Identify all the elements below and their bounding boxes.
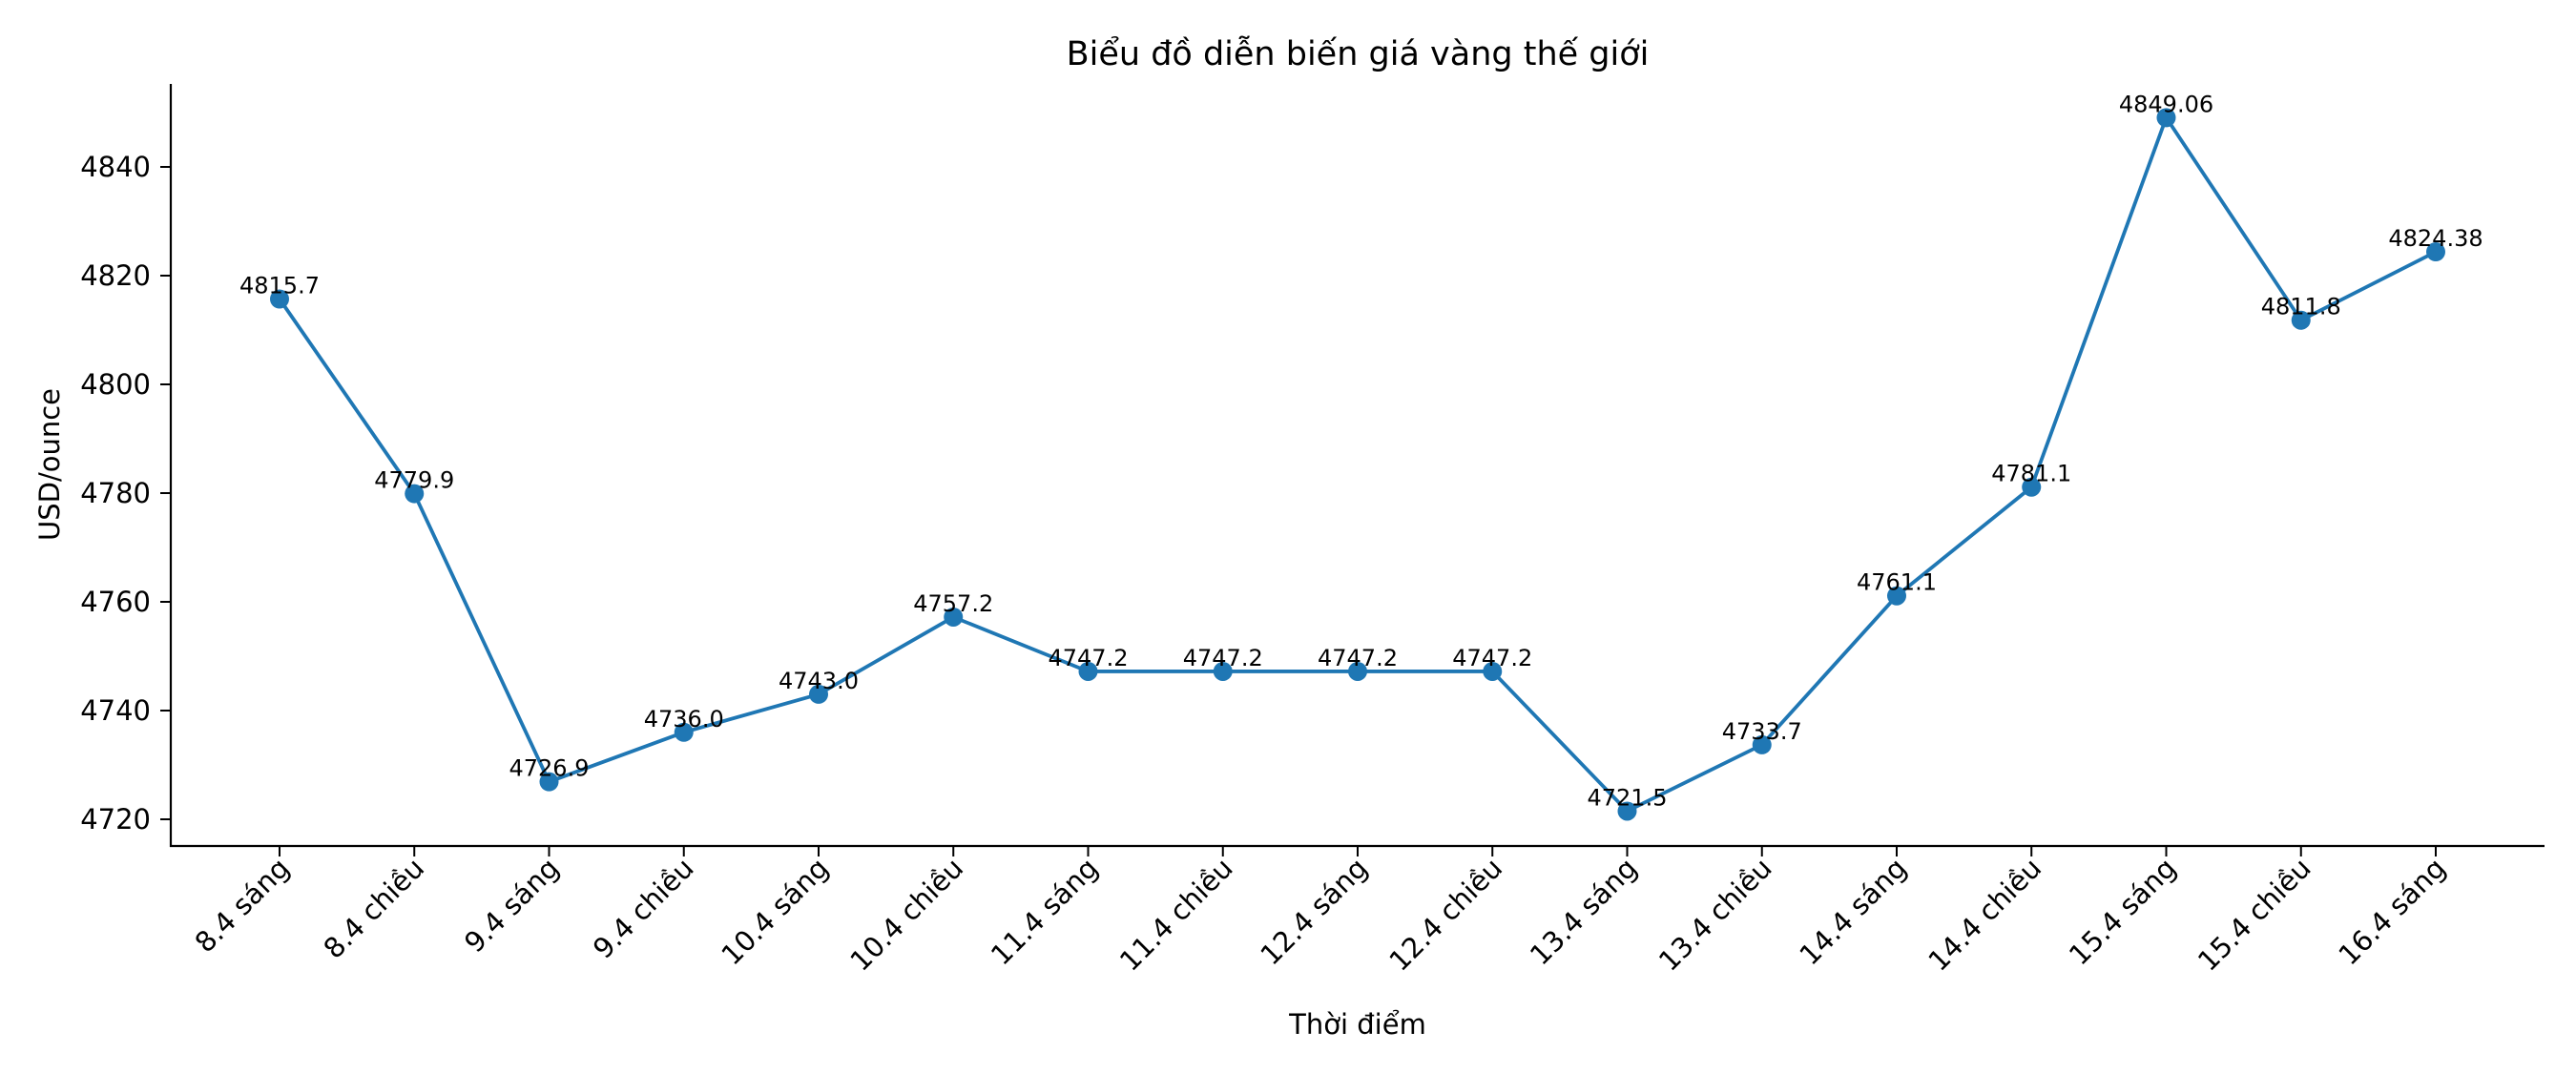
data-point-label: 4747.2 — [1452, 645, 1532, 671]
x-tick-label: 13.4 sáng — [1524, 852, 1643, 971]
data-point-label: 4743.0 — [779, 668, 859, 694]
x-tick-label: 15.4 chiều — [2192, 852, 2317, 978]
x-tick-label: 15.4 sáng — [2063, 852, 2182, 971]
x-tick-label: 11.4 chiều — [1113, 852, 1239, 978]
data-point-marker — [1348, 661, 1367, 681]
x-tick-label: 10.4 sáng — [715, 852, 834, 971]
x-tick-label: 16.4 sáng — [2332, 852, 2451, 971]
data-point-label: 4815.7 — [239, 273, 320, 299]
x-tick-label: 12.4 chiều — [1382, 852, 1508, 978]
data-point-marker — [944, 607, 964, 627]
data-point-marker — [1617, 801, 1637, 821]
y-ticks: 4720 4740 4760 4780 4800 4820 4840 — [80, 151, 171, 836]
data-point-marker — [405, 484, 425, 504]
x-tick-label: 8.4 chiều — [317, 852, 430, 965]
x-tick-label: 11.4 sáng — [985, 852, 1104, 971]
data-labels: 4815.7 4779.9 4726.9 4736.0 4743.0 4757.2 4747… — [239, 91, 2483, 811]
chart-title: Biểu đồ diễn biến giá vàng thế giới — [1067, 34, 1650, 73]
data-series — [270, 108, 2445, 821]
data-point-label: 4811.8 — [2261, 294, 2341, 320]
x-tick-label: 9.4 sáng — [458, 852, 565, 959]
data-point-marker — [539, 772, 559, 792]
x-tick-label: 14.4 chiều — [1922, 852, 2047, 978]
data-point-marker — [1887, 586, 1906, 606]
data-point-marker — [1078, 661, 1098, 681]
series-line — [278, 115, 2437, 814]
y-tick-label: 4820 — [80, 259, 151, 292]
data-point-marker — [2022, 477, 2042, 497]
x-tick-label: 8.4 sáng — [189, 852, 296, 959]
y-tick-label: 4780 — [80, 477, 151, 509]
data-point-label: 4736.0 — [644, 706, 724, 733]
x-tick-label: 13.4 chiều — [1652, 852, 1778, 978]
data-point-label: 4781.1 — [1991, 461, 2071, 487]
data-point-marker — [1483, 661, 1503, 681]
y-axis-label: USD/ounce — [33, 388, 66, 541]
data-point-marker — [1752, 734, 1772, 754]
data-point-marker — [270, 289, 289, 309]
data-point-label: 4757.2 — [913, 590, 993, 617]
data-point-marker — [674, 722, 694, 742]
x-tick-label: 10.4 chiều — [843, 852, 969, 978]
data-point-marker — [2291, 310, 2311, 330]
y-tick-label: 4720 — [80, 803, 151, 836]
x-ticks: 8.4 sáng 8.4 chiều 9.4 sáng 9.4 chiều 10.4 s… — [189, 846, 2452, 978]
data-point-label: 4733.7 — [1722, 718, 1802, 745]
y-tick-label: 4760 — [80, 586, 151, 618]
y-tick-label: 4740 — [80, 694, 151, 727]
y-tick-label: 4800 — [80, 368, 151, 401]
data-point-label: 4747.2 — [1318, 645, 1398, 671]
data-point-label: 4779.9 — [374, 467, 454, 494]
data-point-marker — [2156, 108, 2176, 128]
x-axis-label: Thời điểm — [1288, 1008, 1426, 1041]
data-point-label: 4824.38 — [2388, 225, 2483, 252]
x-tick-label: 14.4 sáng — [1793, 852, 1912, 971]
data-point-label: 4726.9 — [509, 755, 590, 782]
data-point-marker — [2426, 242, 2445, 262]
data-point-label: 4849.06 — [2119, 91, 2213, 117]
data-point-label: 4747.2 — [1183, 645, 1263, 671]
y-tick-label: 4840 — [80, 151, 151, 183]
data-point-label: 4747.2 — [1049, 645, 1129, 671]
data-point-marker — [1213, 661, 1233, 681]
data-point-marker — [809, 684, 828, 704]
data-point-label: 4721.5 — [1588, 784, 1668, 811]
axes: 4720 4740 4760 4780 4800 4820 4840 8.4 sáng 8.4… — [80, 84, 2545, 978]
x-tick-label: 12.4 sáng — [1254, 852, 1373, 971]
x-tick-label: 9.4 chiều — [587, 852, 700, 965]
data-point-label: 4761.1 — [1857, 569, 1937, 596]
